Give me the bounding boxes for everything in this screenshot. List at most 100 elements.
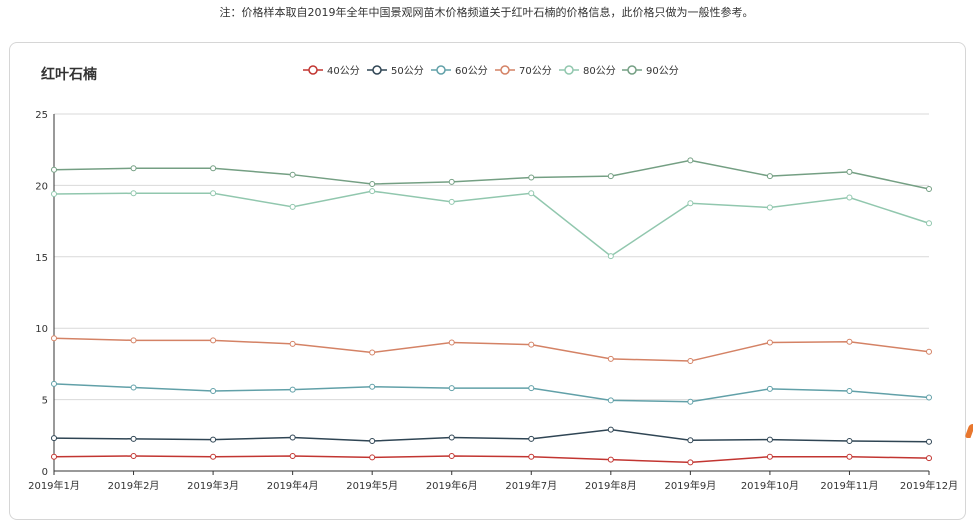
price-note: 注：价格样本取自2019年全年中国景观网苗木价格频道关于红叶石楠的价格信息，此价…	[219, 6, 754, 19]
data-point	[607, 426, 614, 433]
series-line	[53, 337, 930, 362]
y-tick-label: 25	[35, 110, 48, 121]
y-tick-label: 20	[35, 181, 48, 192]
legend-label[interactable]: 80公分	[583, 65, 616, 77]
data-point	[130, 190, 137, 197]
legend-marker[interactable]	[627, 65, 637, 75]
data-point	[369, 188, 376, 195]
data-point	[448, 385, 455, 392]
data-point	[289, 386, 296, 393]
data-point	[687, 437, 694, 444]
data-point	[766, 173, 773, 180]
data-point	[607, 456, 614, 463]
data-point	[687, 459, 694, 466]
legend-marker[interactable]	[436, 65, 446, 75]
data-point	[607, 253, 614, 260]
data-point	[766, 204, 773, 211]
legend-label[interactable]: 90公分	[646, 65, 679, 77]
data-point	[846, 438, 853, 445]
x-tick-label: 2019年5月	[346, 479, 398, 492]
x-tick-label: 2019年10月	[741, 479, 799, 492]
series-line	[53, 428, 930, 443]
data-point	[210, 453, 217, 460]
data-point	[528, 190, 535, 197]
data-point	[687, 398, 694, 405]
data-point	[766, 339, 773, 346]
data-point	[289, 340, 296, 347]
data-point	[130, 435, 137, 442]
data-point	[130, 384, 137, 391]
x-tick-label: 2019年7月	[505, 479, 557, 492]
x-tick-label: 2019年6月	[426, 479, 478, 492]
data-point	[528, 385, 535, 392]
data-point	[926, 220, 932, 227]
y-tick-label: 10	[35, 324, 48, 335]
legend-label[interactable]: 40公分	[327, 65, 360, 77]
data-point	[846, 194, 853, 201]
series-line	[53, 455, 930, 464]
data-point	[210, 388, 217, 395]
x-tick-label: 2019年8月	[585, 479, 637, 492]
data-point	[926, 455, 932, 462]
data-point	[51, 335, 57, 342]
data-point	[766, 385, 773, 392]
legend-marker[interactable]	[372, 65, 382, 75]
data-point	[926, 185, 932, 192]
y-tick-label: 0	[42, 467, 48, 478]
data-point	[846, 168, 853, 175]
data-point	[369, 438, 376, 445]
legend-marker[interactable]	[500, 65, 510, 75]
data-point	[448, 434, 455, 441]
series-line	[53, 190, 930, 258]
data-point	[448, 198, 455, 205]
y-tick-label: 15	[35, 253, 48, 264]
data-point	[926, 394, 932, 401]
x-tick-label: 2019年2月	[108, 479, 160, 492]
data-point	[607, 173, 614, 180]
data-point	[528, 453, 535, 460]
legend-label[interactable]: 60公分	[455, 65, 488, 77]
data-point	[210, 190, 217, 197]
x-tick-label: 2019年1月	[28, 479, 80, 492]
data-point	[289, 203, 296, 210]
data-point	[210, 337, 217, 344]
data-point	[766, 436, 773, 443]
data-point	[846, 453, 853, 460]
data-point	[51, 166, 57, 173]
data-point	[926, 348, 932, 355]
data-point	[51, 435, 57, 442]
data-point	[289, 171, 296, 178]
data-point	[846, 338, 853, 345]
data-point	[687, 358, 694, 365]
legend-label[interactable]: 50公分	[391, 65, 424, 77]
data-point	[369, 349, 376, 356]
data-point	[607, 397, 614, 404]
data-point	[528, 341, 535, 348]
data-point	[528, 174, 535, 181]
data-point	[687, 200, 694, 207]
x-tick-label: 2019年12月	[900, 479, 958, 492]
data-point	[130, 453, 137, 460]
data-point	[687, 157, 694, 164]
data-point	[130, 165, 137, 172]
data-point	[528, 435, 535, 442]
data-point	[289, 434, 296, 441]
data-point	[51, 453, 57, 460]
data-point	[846, 388, 853, 395]
data-point	[448, 453, 455, 460]
chart-title: 红叶石楠	[41, 67, 97, 83]
data-point	[369, 180, 376, 187]
data-point	[51, 190, 57, 197]
legend-marker[interactable]	[308, 65, 318, 75]
legend-label[interactable]: 70公分	[519, 65, 552, 77]
data-point	[289, 453, 296, 460]
data-point	[766, 453, 773, 460]
x-tick-label: 2019年4月	[267, 479, 319, 492]
data-point	[210, 165, 217, 172]
data-point	[369, 454, 376, 461]
series-line	[53, 383, 930, 403]
x-tick-label: 2019年9月	[664, 479, 716, 492]
x-tick-label: 2019年11月	[820, 479, 878, 492]
legend-marker[interactable]	[564, 65, 574, 75]
